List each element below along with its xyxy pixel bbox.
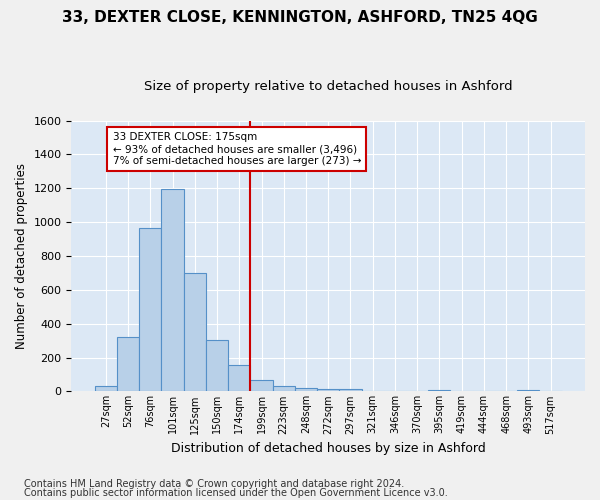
Text: 33, DEXTER CLOSE, KENNINGTON, ASHFORD, TN25 4QG: 33, DEXTER CLOSE, KENNINGTON, ASHFORD, T… [62,10,538,25]
X-axis label: Distribution of detached houses by size in Ashford: Distribution of detached houses by size … [171,442,485,455]
Bar [228,365,250,392]
Bar [272,386,295,392]
Bar [317,389,340,392]
Title: Size of property relative to detached houses in Ashford: Size of property relative to detached ho… [144,80,512,93]
Text: Contains HM Land Registry data © Crown copyright and database right 2024.: Contains HM Land Registry data © Crown c… [24,479,404,489]
Bar [517,390,539,392]
Bar [161,189,184,392]
Bar [340,389,362,392]
Bar [184,273,206,392]
Text: 33 DEXTER CLOSE: 175sqm
← 93% of detached houses are smaller (3,496)
7% of semi-: 33 DEXTER CLOSE: 175sqm ← 93% of detache… [113,132,361,166]
Bar [95,386,117,392]
Bar [250,380,272,392]
Bar [206,340,228,392]
Bar [295,388,317,392]
Bar [139,228,161,392]
Bar [428,390,451,392]
Text: Contains public sector information licensed under the Open Government Licence v3: Contains public sector information licen… [24,488,448,498]
Y-axis label: Number of detached properties: Number of detached properties [15,163,28,349]
Bar [117,337,139,392]
